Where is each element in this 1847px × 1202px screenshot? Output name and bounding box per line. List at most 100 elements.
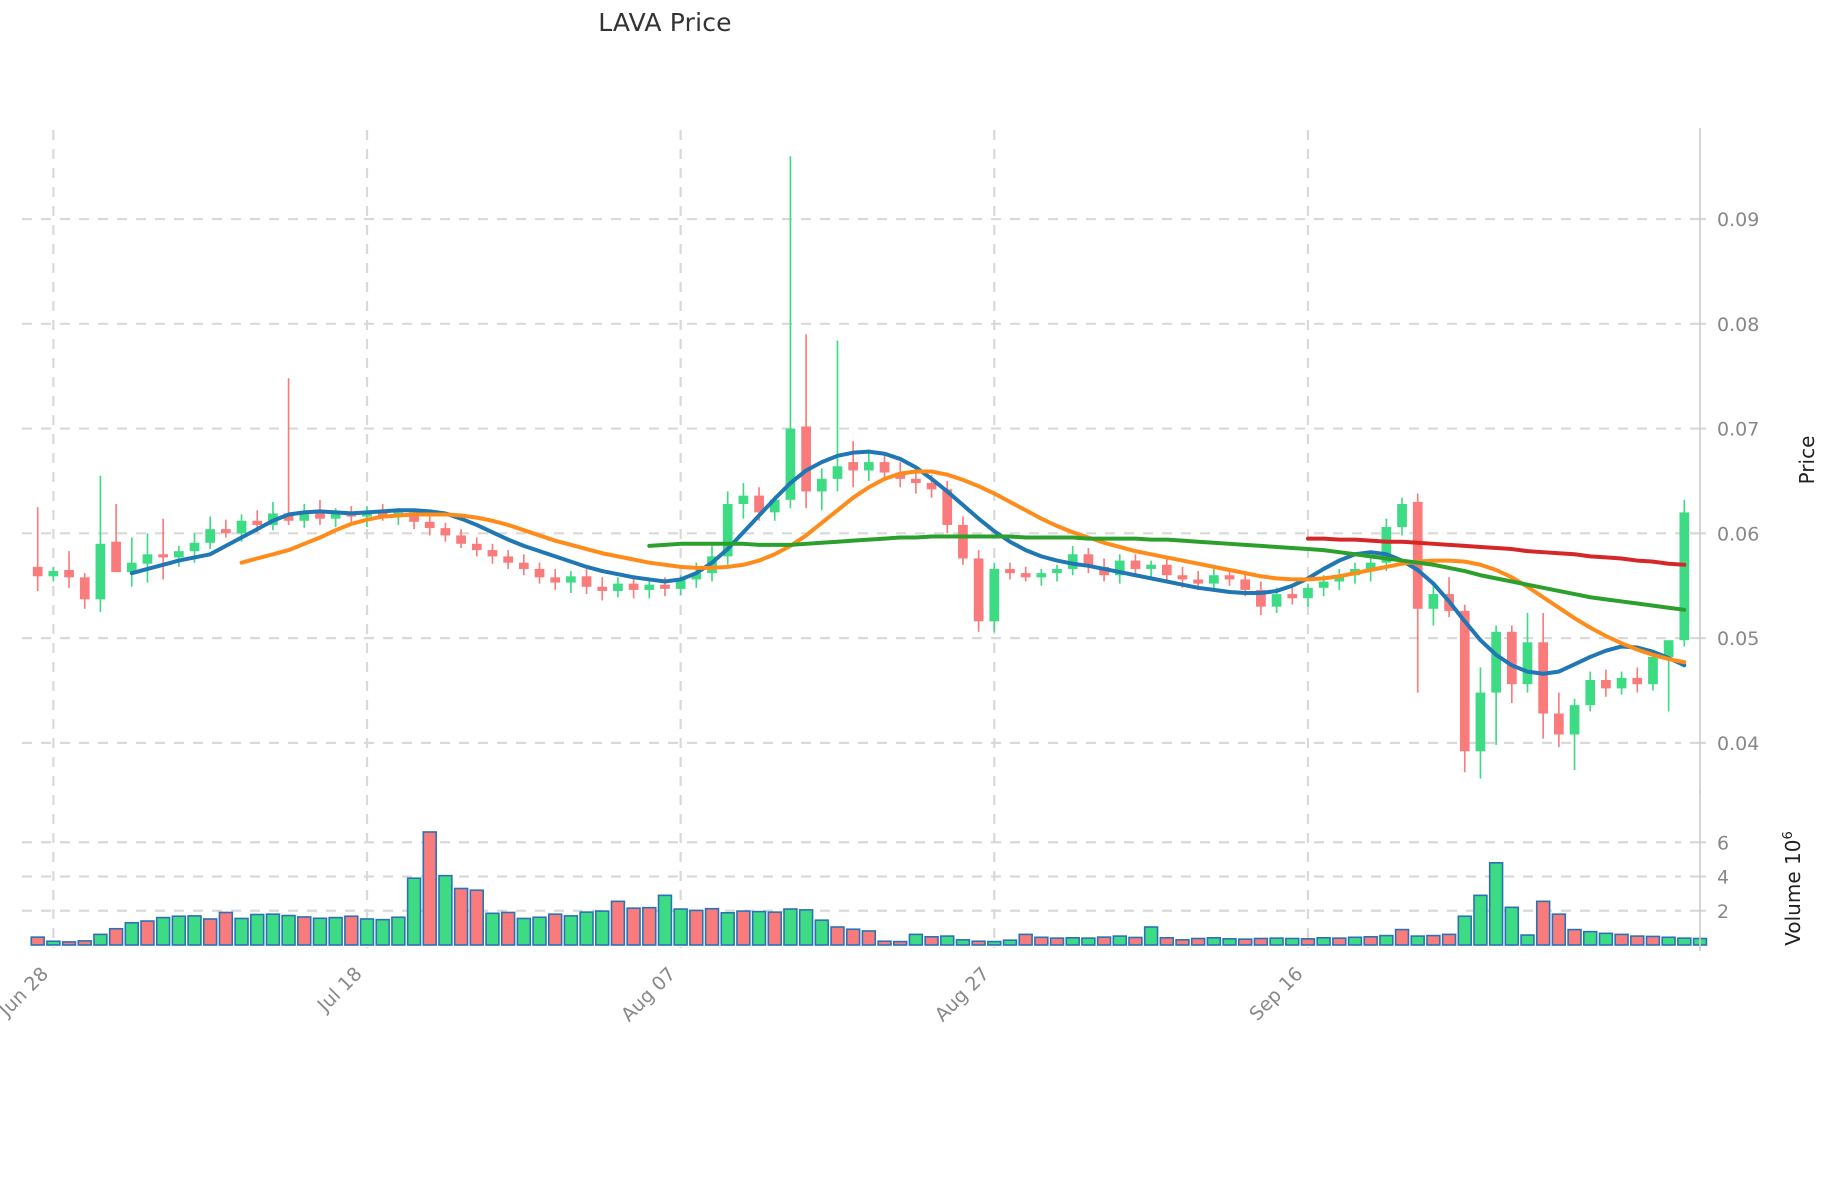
candle-body <box>989 568 1000 622</box>
candlestick <box>1052 564 1062 582</box>
candlestick <box>1256 581 1266 616</box>
candlestick <box>1036 568 1047 586</box>
volume-bar <box>155 916 171 946</box>
volume-bar <box>610 900 626 946</box>
candle-body <box>1601 680 1611 689</box>
candle-body <box>283 513 294 521</box>
candle-body <box>848 462 859 471</box>
candle-body <box>1412 501 1423 609</box>
volume-bar <box>1630 935 1645 946</box>
candle-body <box>1224 575 1235 580</box>
candle-body <box>252 520 263 525</box>
volume-bar <box>140 920 155 946</box>
volume-bar <box>1394 928 1410 946</box>
price-tick-label: 0.07 <box>1717 419 1759 441</box>
volume-bar <box>108 927 124 946</box>
volume-bar <box>61 941 77 946</box>
candle-body <box>236 520 247 534</box>
candlestick <box>1585 671 1596 712</box>
candlestick <box>816 468 827 511</box>
volume-bar <box>830 926 845 946</box>
volume-bar <box>250 913 265 946</box>
candlestick <box>471 537 482 557</box>
candle-body <box>1287 594 1298 599</box>
candlestick <box>142 533 153 583</box>
candlestick <box>283 378 294 525</box>
candlestick <box>487 543 498 564</box>
candlestick <box>1303 583 1313 607</box>
candle-body <box>1616 677 1627 689</box>
moving-average-lines-layer <box>129 449 1687 676</box>
candlestick <box>832 340 843 492</box>
candle-body <box>675 579 686 589</box>
candle-body <box>801 426 811 492</box>
candle-body <box>221 529 231 534</box>
candlestick <box>738 483 749 519</box>
candlestick <box>848 441 859 488</box>
candlestick <box>79 573 90 609</box>
candle-body <box>911 478 921 484</box>
candle-body <box>597 586 608 591</box>
candlestick <box>173 545 184 567</box>
candle-body <box>1256 589 1266 607</box>
candlestick <box>158 518 169 580</box>
candle-body <box>1099 566 1109 576</box>
volume-bar <box>892 940 908 946</box>
candlestick <box>801 334 811 509</box>
volume-bar <box>1018 933 1033 946</box>
candlestick <box>1648 650 1658 691</box>
candlestick <box>95 475 106 612</box>
volume-bar <box>1143 926 1159 946</box>
volume-bar <box>406 877 422 946</box>
volume-tick-label: 4 <box>1717 867 1729 889</box>
candlestick <box>1005 562 1015 580</box>
candle-body <box>315 512 325 519</box>
candle-body <box>330 513 341 519</box>
volume-bar <box>1379 934 1394 946</box>
price-tick-label: 0.04 <box>1717 733 1759 755</box>
volume-bar <box>814 919 830 946</box>
candlestick <box>1114 554 1125 584</box>
candle-body <box>205 529 216 543</box>
volume-bar <box>1410 935 1425 946</box>
candlestick <box>1663 640 1674 712</box>
candlestick <box>1632 667 1643 693</box>
volume-bar <box>1002 939 1018 946</box>
volume-bar <box>375 918 390 946</box>
price-tick-label: 0.08 <box>1717 314 1759 336</box>
candle-body <box>816 478 827 492</box>
candle-body <box>1005 568 1015 574</box>
candle-body <box>1553 713 1564 735</box>
volume-bar <box>1159 937 1175 946</box>
candle-body <box>456 535 466 544</box>
candlestick <box>566 571 576 594</box>
candle-body <box>1569 705 1580 735</box>
volume-bar <box>626 907 641 946</box>
candlestick <box>440 522 451 542</box>
volume-bar <box>124 921 140 946</box>
candle-body <box>1240 579 1251 590</box>
volume-bar <box>908 933 924 946</box>
candle-body <box>1506 631 1517 685</box>
candlestick <box>1083 548 1094 574</box>
candle-body <box>722 504 733 557</box>
candle-body <box>503 556 514 563</box>
candle-body <box>471 543 482 551</box>
axis-layer: 0.09 0.08 0.07 0.06 0.05 0.04 2 4 6 Jun 28 Jul 18 A… <box>0 128 1819 1026</box>
candle-body <box>581 576 592 587</box>
volume-bar <box>1441 933 1457 946</box>
candlestick <box>268 501 278 531</box>
volume-bar <box>1049 937 1065 946</box>
candlestick <box>1679 499 1690 647</box>
volume-bar <box>1112 935 1127 946</box>
candle-body <box>1083 554 1094 567</box>
candle-body <box>189 542 200 552</box>
volume-bar <box>924 935 939 946</box>
volume-bar <box>1269 937 1284 946</box>
volume-bar <box>1332 937 1347 946</box>
candle-body <box>1161 564 1172 576</box>
candle-body <box>769 499 780 513</box>
date-tick-label: Aug 07 <box>617 963 680 1026</box>
candle-body <box>1491 631 1501 693</box>
date-tick-label: Aug 27 <box>931 963 994 1026</box>
